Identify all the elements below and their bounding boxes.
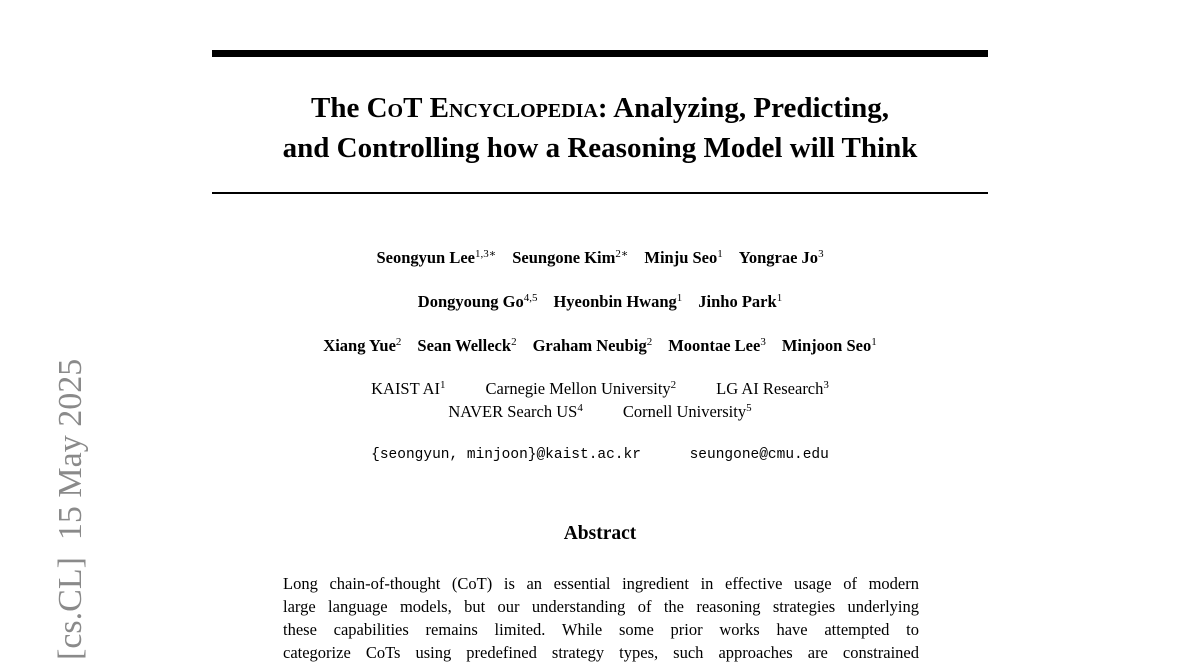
affiliation-line: KAIST AI1 Carnegie Mellon University2 LG A…	[150, 379, 1050, 399]
author: Xiang Yue2	[323, 336, 401, 355]
top-rule	[212, 50, 988, 57]
author-name: Xiang Yue	[323, 336, 396, 355]
affiliation: Cornell University5	[623, 402, 752, 421]
author: Minjoon Seo1	[782, 336, 877, 355]
affiliation-name: Cornell University	[622, 402, 747, 421]
author-name: Moontae Lee	[668, 336, 761, 355]
author-affiliation-mark: 3	[818, 248, 824, 260]
email-line: {seongyun, minjoon}@kaist.ac.kr seungone…	[150, 447, 1050, 463]
abstract-line: categorize CoTs using predefined strateg…	[283, 643, 919, 662]
author-affiliation-mark: 1,3∗	[475, 248, 497, 260]
author-affiliation-mark: 2	[646, 336, 653, 348]
affiliation-line: NAVER Search US4 Cornell University5	[150, 402, 1050, 422]
title-line-1: The CoT Encyclopedia: Analyzing, Predict…	[150, 88, 1050, 128]
title-text: : Analyzing, Predicting,	[597, 92, 889, 124]
author: Seongyun Lee1,3∗	[376, 248, 496, 267]
affiliation-name: NAVER Search US	[448, 402, 578, 421]
paper-title: The CoT Encyclopedia: Analyzing, Predict…	[150, 88, 1050, 168]
author: Jinho Park1	[698, 292, 782, 311]
author-name: Graham Neubig	[532, 336, 647, 355]
title-text: Encyclopedia	[429, 92, 598, 124]
affiliation-name: LG AI Research	[716, 379, 824, 398]
affiliation: LG AI Research3	[716, 379, 829, 398]
affiliation-name: KAIST AI	[371, 379, 441, 398]
author-name: Dongyoung Go	[417, 292, 524, 311]
author: Seungone Kim2∗	[512, 248, 628, 267]
affiliation-number: 4	[577, 402, 583, 414]
author-line: Xiang Yue2 Sean Welleck2 Graham Neubig2 Moo…	[150, 336, 1050, 356]
author-affiliation-mark: 1	[871, 336, 877, 348]
abstract-line: large language models, but our understan…	[283, 597, 919, 616]
author-affiliation-mark: 1	[676, 292, 683, 304]
author: Moontae Lee3	[668, 336, 766, 355]
author-name: Jinho Park	[698, 292, 777, 311]
abstract-line: Long chain-of-thought (CoT) is an essent…	[283, 574, 919, 593]
title-text: The	[310, 92, 367, 124]
affiliation: NAVER Search US4	[448, 402, 582, 421]
email: seungone@cmu.edu	[689, 447, 829, 463]
affiliation-number: 5	[746, 402, 752, 414]
affiliation: Carnegie Mellon University2	[486, 379, 677, 398]
affiliation-name: Carnegie Mellon University	[485, 379, 671, 398]
author: Minju Seo1	[644, 248, 722, 267]
affiliation: KAIST AI1	[371, 379, 445, 398]
author-affiliation-mark: 3	[760, 336, 766, 348]
author-line: Dongyoung Go4,5 Hyeonbin Hwang1 Jinho Park…	[150, 292, 1050, 312]
affiliation-number: 1	[440, 379, 446, 391]
title-line-2: and Controlling how a Reasoning Model wi…	[282, 132, 918, 164]
author-name: Minjoon Seo	[781, 336, 872, 355]
author: Yongrae Jo3	[739, 248, 824, 267]
affiliation-number: 3	[823, 379, 829, 391]
abstract-body: Long chain-of-thought (CoT) is an essent…	[283, 572, 919, 664]
title-text	[422, 92, 429, 124]
arxiv-side-stamp: [cs.CL] 15 May 2025	[52, 358, 89, 660]
author: Graham Neubig2	[533, 336, 653, 355]
author-affiliation-mark: 1	[776, 292, 783, 304]
author-name: Hyeonbin Hwang	[553, 292, 677, 311]
author-affiliation-mark: 1	[717, 248, 723, 260]
author-name: Seongyun Lee	[376, 248, 475, 267]
author-affiliation-mark: 2	[395, 336, 402, 348]
author-name: Seungone Kim	[512, 248, 616, 267]
author-name: Minju Seo	[644, 248, 718, 267]
author-affiliation-mark: 4,5	[523, 292, 538, 304]
author-name: Sean Welleck	[417, 336, 512, 355]
author: Hyeonbin Hwang1	[553, 292, 682, 311]
bottom-rule	[212, 192, 988, 194]
author-line: Seongyun Lee1,3∗ Seungone Kim2∗ Minju Seo1…	[150, 248, 1050, 268]
abstract-heading: Abstract	[563, 523, 637, 544]
author: Sean Welleck2	[417, 336, 516, 355]
author-affiliation-mark: 2	[511, 336, 517, 348]
author: Dongyoung Go4,5	[418, 292, 538, 311]
abstract-line: these capabilities remains limited. Whil…	[283, 620, 919, 639]
email: {seongyun, minjoon}@kaist.ac.kr	[371, 447, 641, 463]
title-text: CoT	[366, 92, 423, 124]
affiliation-number: 2	[670, 379, 677, 391]
author-name: Yongrae Jo	[738, 248, 819, 267]
author-affiliation-mark: 2∗	[615, 248, 629, 260]
